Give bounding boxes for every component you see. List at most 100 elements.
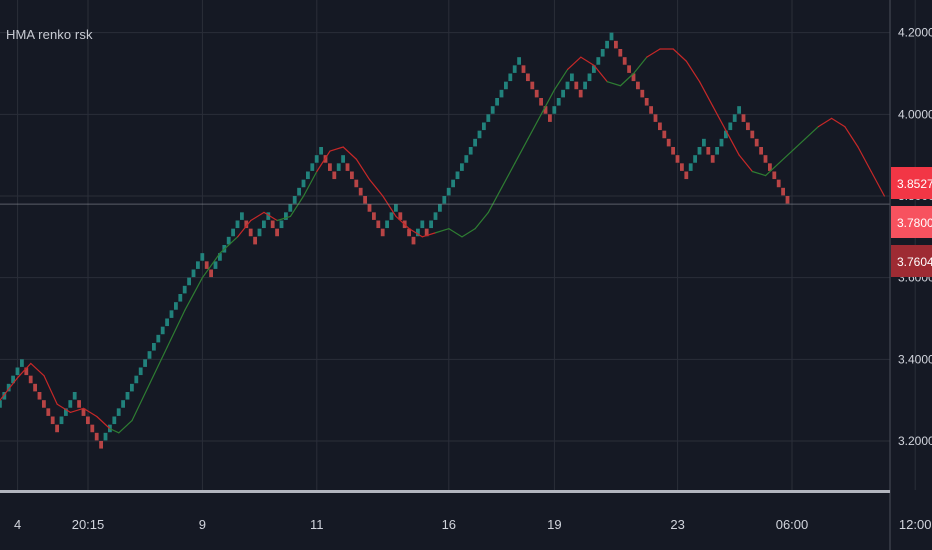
- up-brick: [116, 408, 121, 416]
- up-brick: [556, 98, 561, 106]
- price-tag: [891, 206, 932, 238]
- down-brick: [55, 424, 59, 433]
- hma-segment: [804, 125, 820, 140]
- up-brick: [165, 318, 169, 327]
- down-brick: [50, 416, 55, 425]
- up-brick: [737, 106, 741, 114]
- up-brick: [143, 359, 147, 367]
- hma-segment: [566, 56, 582, 71]
- up-brick: [301, 179, 306, 188]
- up-brick: [587, 73, 592, 82]
- down-brick: [754, 138, 759, 147]
- x-tick-label: 16: [442, 517, 456, 532]
- up-brick: [121, 400, 125, 408]
- up-brick: [451, 179, 455, 188]
- up-brick: [517, 57, 521, 65]
- hma-segment: [0, 377, 19, 401]
- down-brick: [332, 171, 337, 180]
- up-brick: [15, 367, 20, 376]
- down-brick: [77, 400, 81, 408]
- up-brick: [240, 212, 244, 220]
- up-brick: [266, 212, 271, 220]
- up-brick: [464, 155, 469, 163]
- up-brick: [468, 147, 473, 155]
- up-brick: [297, 187, 301, 196]
- x-tick-label: 11: [310, 517, 324, 532]
- up-brick: [112, 416, 117, 425]
- up-brick: [103, 432, 108, 441]
- down-brick: [380, 228, 385, 237]
- hma-segment: [342, 146, 357, 160]
- up-brick: [442, 196, 447, 204]
- up-brick: [693, 155, 697, 163]
- down-brick: [776, 179, 781, 188]
- hma-segment: [672, 48, 688, 62]
- hma-segment: [96, 415, 111, 430]
- axes: [0, 0, 891, 550]
- down-brick: [649, 106, 653, 114]
- x-axis-tick-labels[interactable]: 4 20:15 9 11 16 19 23 06:00 12:00: [14, 517, 931, 532]
- down-brick: [376, 220, 381, 229]
- down-brick: [244, 220, 249, 229]
- down-brick: [680, 163, 684, 171]
- indicator-title[interactable]: HMA renko rsk: [6, 27, 93, 42]
- hma-segment: [355, 158, 371, 181]
- down-brick: [578, 89, 583, 98]
- up-brick: [218, 253, 222, 261]
- up-brick: [715, 147, 719, 155]
- price-tag: [891, 167, 932, 199]
- hma-segment: [553, 68, 569, 91]
- down-brick: [763, 155, 768, 163]
- up-brick: [394, 204, 398, 212]
- hma-segment: [237, 219, 252, 238]
- up-brick: [512, 65, 517, 73]
- up-brick: [728, 122, 733, 131]
- down-brick: [741, 114, 746, 122]
- hma-segment: [791, 138, 806, 152]
- up-brick: [310, 163, 315, 171]
- hma-segment: [646, 48, 661, 58]
- hma-segment: [219, 236, 239, 254]
- up-brick: [499, 89, 504, 98]
- hma-segment: [870, 170, 886, 197]
- up-brick: [288, 204, 293, 212]
- up-brick: [702, 138, 706, 147]
- up-brick: [169, 310, 174, 318]
- x-tick-label: 9: [199, 517, 206, 532]
- down-brick: [37, 392, 42, 400]
- down-brick: [275, 228, 279, 237]
- up-brick: [420, 220, 425, 229]
- hma-segment: [131, 383, 151, 422]
- up-brick: [226, 236, 231, 245]
- up-brick: [596, 57, 601, 65]
- down-brick: [358, 187, 363, 196]
- down-brick: [534, 89, 539, 98]
- price-tags: 3.8527 3.7800 3.7604: [891, 167, 932, 277]
- price-tag-label: 3.7604: [897, 255, 932, 269]
- down-brick: [354, 179, 359, 188]
- down-brick: [706, 147, 711, 155]
- up-brick: [279, 220, 284, 229]
- up-brick: [11, 375, 15, 384]
- up-brick: [592, 65, 596, 73]
- down-brick: [42, 400, 46, 408]
- hma-segment: [166, 309, 186, 348]
- down-brick: [772, 171, 777, 180]
- up-brick: [160, 326, 165, 335]
- price-tag-label: 3.8527: [897, 177, 932, 191]
- price-tag-label: 3.7800: [897, 216, 932, 230]
- down-brick: [367, 204, 372, 212]
- hma-segment: [606, 81, 622, 87]
- up-brick: [152, 343, 156, 351]
- down-brick: [99, 441, 103, 449]
- hma-line: [0, 48, 886, 434]
- hma-segment: [580, 56, 595, 66]
- down-brick: [28, 375, 33, 384]
- down-brick: [618, 49, 623, 57]
- down-brick: [548, 114, 552, 122]
- up-brick: [429, 220, 433, 229]
- down-brick: [411, 236, 416, 245]
- down-brick: [662, 130, 667, 139]
- up-brick: [486, 114, 491, 122]
